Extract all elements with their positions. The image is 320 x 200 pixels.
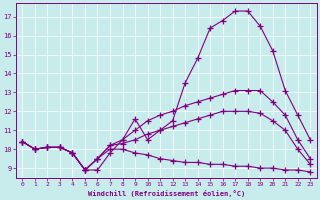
X-axis label: Windchill (Refroidissement éolien,°C): Windchill (Refroidissement éolien,°C) [88, 190, 245, 197]
